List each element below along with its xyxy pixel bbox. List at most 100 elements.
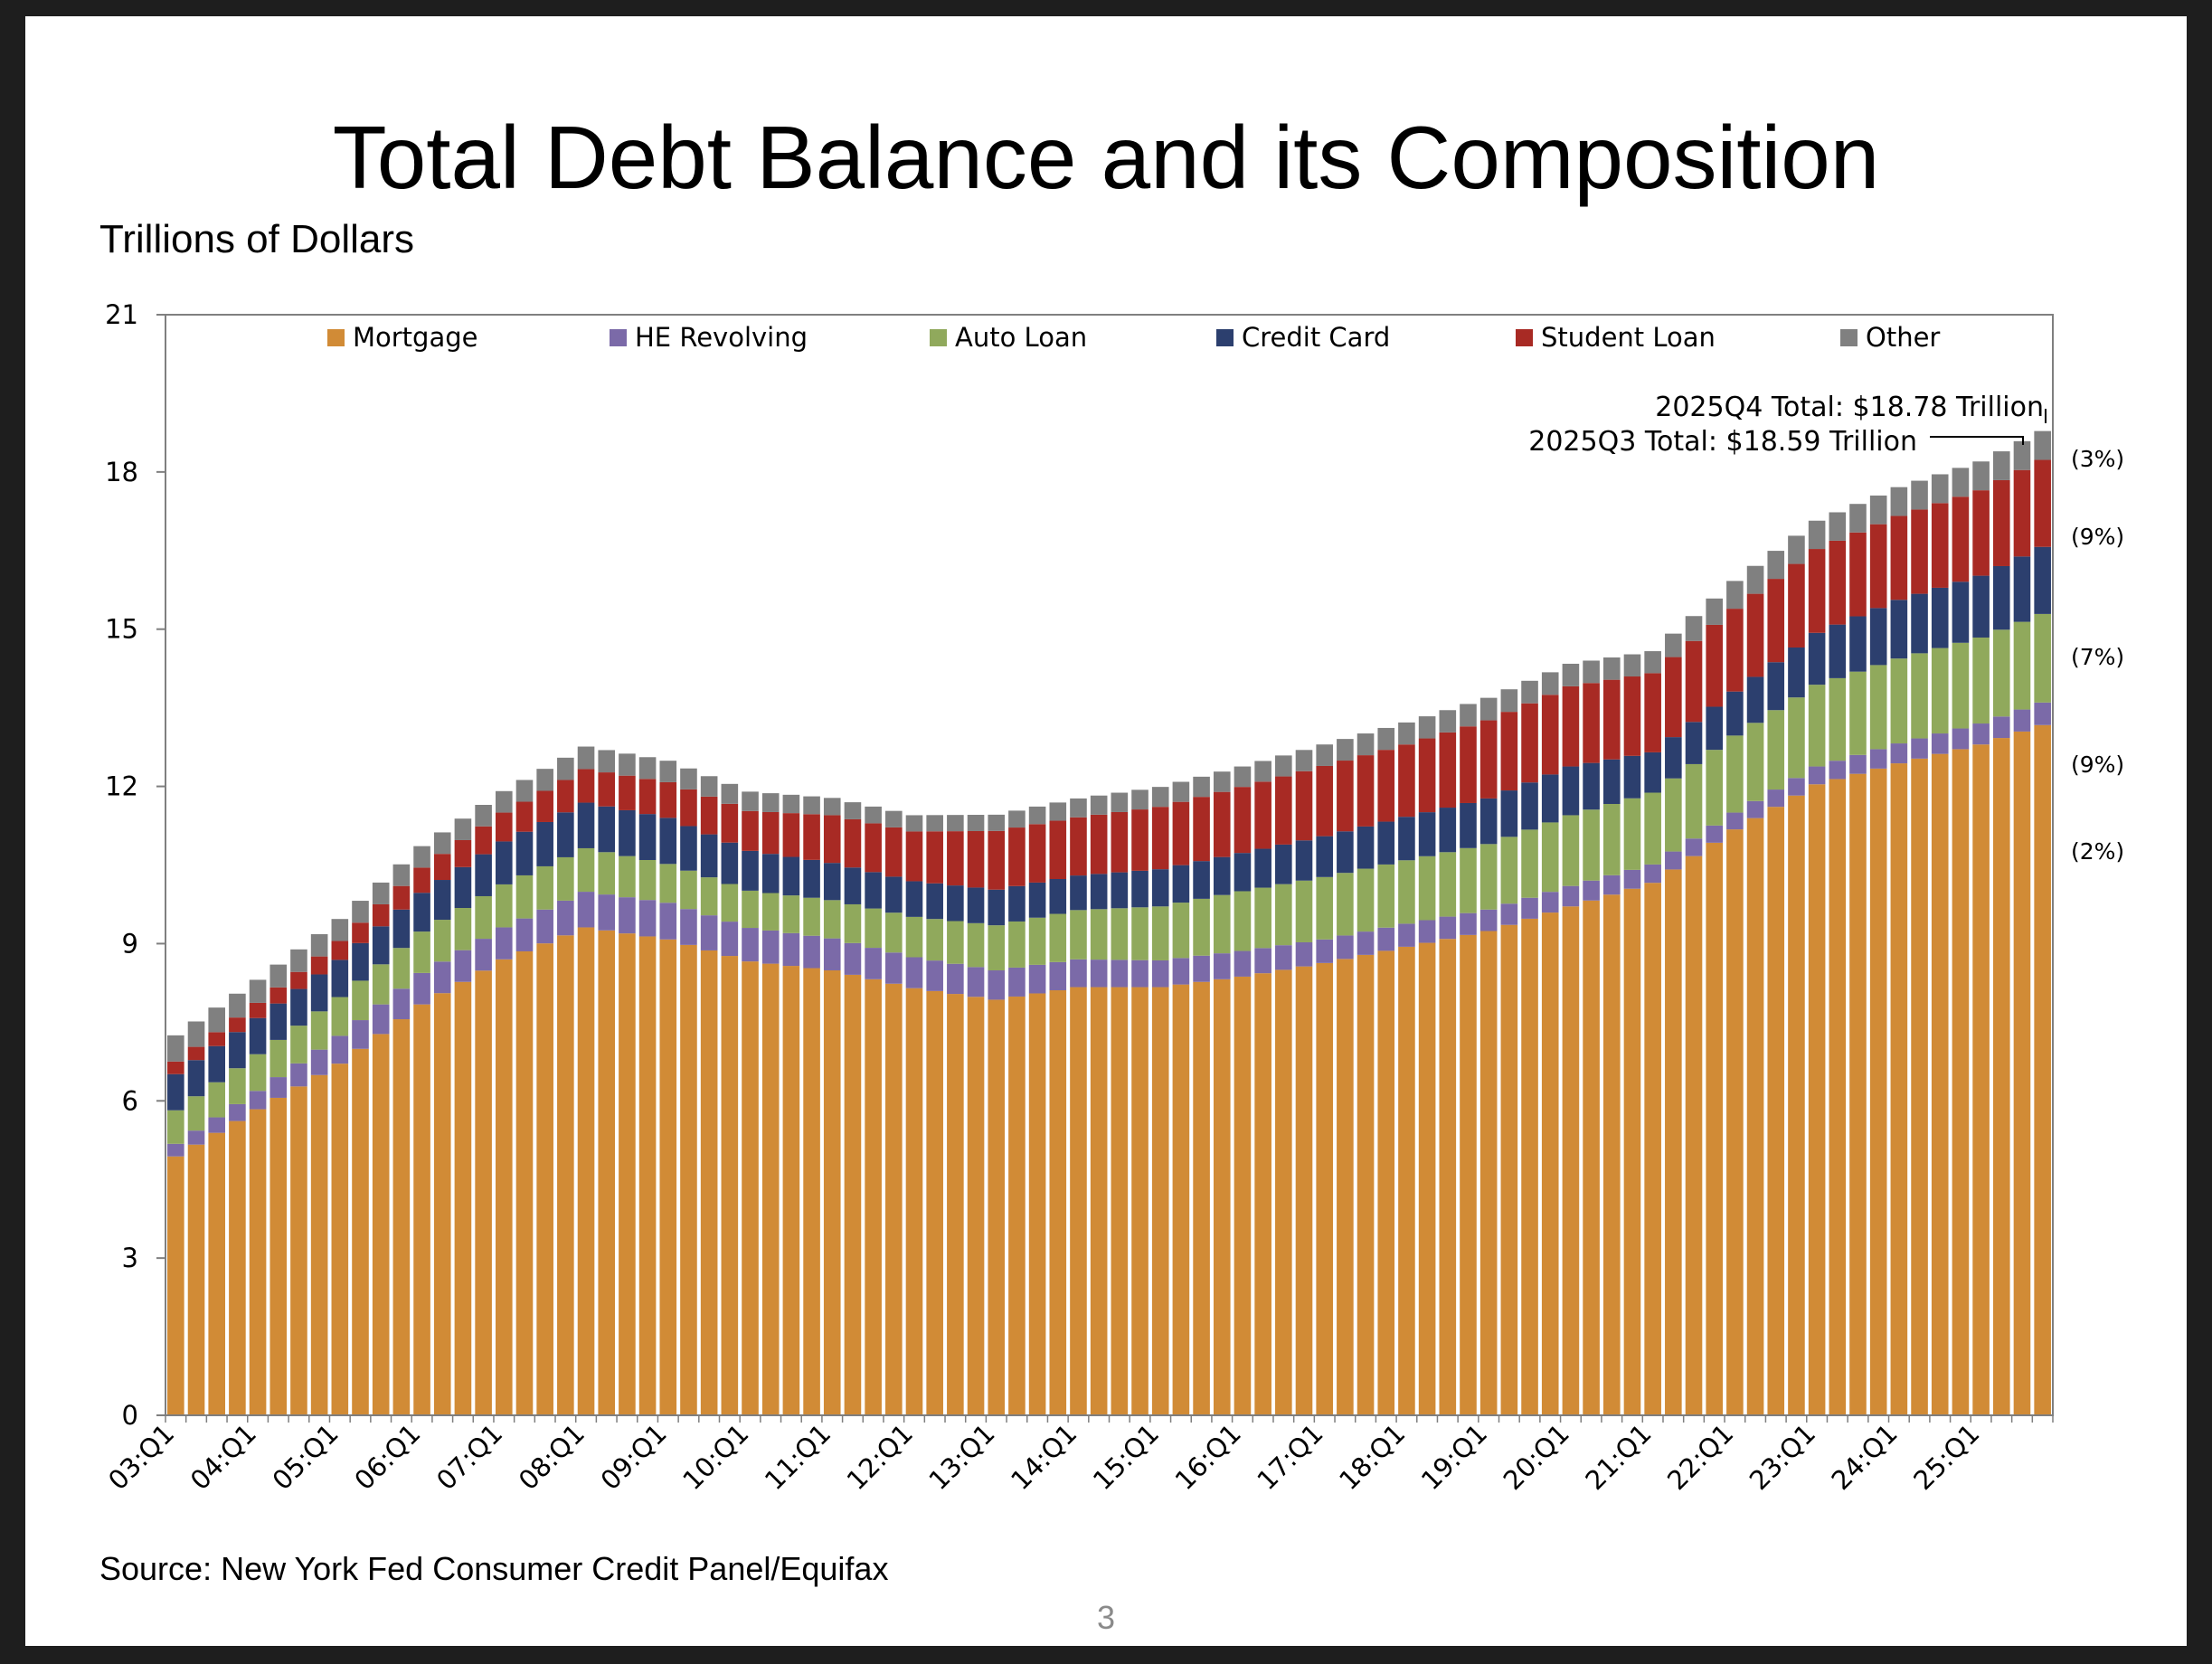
bar-segment-auto-loan-q47: [1131, 907, 1149, 960]
bar-segment-auto-loan-q29: [761, 893, 780, 931]
bar-segment-student-loan-q16: [496, 812, 513, 842]
bar-segment-auto-loan-q41: [1008, 921, 1026, 968]
bar-segment-he-revolving-q66: [1521, 897, 1538, 919]
bar-segment-student-loan-q4: [249, 1002, 267, 1018]
bar-segment-credit-card-q40: [988, 889, 1006, 926]
share-label-credit-card: (7%): [2071, 644, 2124, 670]
q4-total-annotation: 2025Q4 Total: $18.78 Trillion: [1655, 392, 2044, 423]
bar-segment-he-revolving-q9: [352, 1020, 369, 1049]
legend-label-other: Other: [1866, 322, 1940, 353]
bar-segment-other-q52: [1234, 766, 1252, 788]
bar-segment-auto-loan-q34: [865, 908, 882, 949]
bar-segment-student-loan-q2: [208, 1032, 226, 1046]
bar-segment-credit-card-q64: [1479, 798, 1498, 845]
bar-segment-student-loan-q71: [1623, 676, 1641, 756]
legend-swatch-mortgage: [327, 329, 345, 346]
bar-segment-student-loan-q29: [761, 811, 780, 855]
legend-swatch-auto-loan: [930, 329, 947, 346]
bar-segment-auto-loan-q42: [1028, 917, 1046, 965]
bar-segment-credit-card-q67: [1541, 774, 1559, 823]
bar-segment-other-q16: [496, 790, 513, 813]
bar-segment-he-revolving-q45: [1090, 960, 1108, 988]
bar-segment-credit-card-q38: [947, 885, 964, 922]
bar-segment-student-loan-q75: [1706, 624, 1723, 707]
bar-segment-credit-card-q22: [619, 809, 636, 856]
bar-segment-he-revolving-q48: [1151, 960, 1169, 988]
bar-segment-mortgage-q90: [2013, 731, 2031, 1415]
bar-segment-other-q69: [1583, 660, 1600, 684]
bar-segment-credit-card-q25: [680, 826, 697, 871]
bar-segment-credit-card-q46: [1111, 872, 1129, 909]
bar-segment-student-loan-q1: [187, 1046, 205, 1061]
bar-segment-auto-loan-q46: [1111, 908, 1129, 960]
bar-segment-mortgage-q80: [1808, 784, 1826, 1415]
bar-segment-auto-loan-q77: [1746, 723, 1764, 801]
bar-segment-other-q60: [1398, 722, 1415, 745]
bar-segment-credit-card-q37: [926, 883, 943, 920]
bar-segment-he-revolving-q13: [433, 961, 451, 994]
bar-segment-auto-loan-q43: [1049, 913, 1067, 962]
bar-segment-mortgage-q36: [905, 988, 923, 1415]
bar-segment-other-q83: [1869, 495, 1887, 525]
bar-segment-credit-card-q12: [413, 893, 430, 932]
bar-segment-auto-loan-q20: [577, 847, 595, 893]
bar-segment-other-q15: [475, 805, 492, 827]
bar-segment-credit-card-q78: [1767, 662, 1785, 711]
bar-segment-he-revolving-q18: [536, 909, 553, 944]
bar-segment-other-q25: [680, 768, 697, 789]
bar-segment-mortgage-q18: [536, 943, 553, 1415]
bar-segment-he-revolving-q88: [1972, 723, 1990, 745]
bar-segment-he-revolving-q51: [1213, 953, 1231, 979]
bar-segment-credit-card-q20: [577, 802, 595, 848]
legend-label-student-loan: Student Loan: [1541, 322, 1716, 353]
bar-segment-credit-card-q8: [331, 960, 349, 997]
bar-segment-mortgage-q45: [1090, 987, 1108, 1415]
bar-segment-mortgage-q14: [454, 981, 472, 1415]
bar-segment-mortgage-q88: [1972, 744, 1990, 1415]
bar-segment-mortgage-q26: [700, 950, 718, 1415]
bar-segment-other-q33: [844, 802, 862, 819]
bar-segment-mortgage-q68: [1562, 906, 1580, 1415]
bar-segment-mortgage-q31: [803, 968, 820, 1415]
bar-segment-auto-loan-q32: [823, 900, 841, 939]
bar-segment-mortgage-q1: [187, 1144, 205, 1415]
bar-segment-student-loan-q40: [988, 830, 1006, 890]
bar-segment-he-revolving-q90: [2013, 709, 2031, 732]
x-tick-label: 17:Q1: [1251, 1418, 1328, 1496]
bar-segment-auto-loan-q0: [167, 1110, 184, 1144]
bar-segment-auto-loan-q37: [926, 919, 943, 961]
bar-segment-mortgage-q75: [1706, 842, 1723, 1415]
bar-segment-mortgage-q32: [823, 969, 841, 1415]
bar-segment-credit-card-q9: [352, 942, 369, 981]
bar-segment-mortgage-q15: [475, 970, 492, 1415]
bar-segment-credit-card-q41: [1008, 885, 1026, 922]
bar-segment-credit-card-q18: [536, 821, 553, 866]
bar-segment-he-revolving-q10: [372, 1004, 390, 1035]
x-tick-label: 22:Q1: [1661, 1418, 1739, 1496]
bar-segment-other-q57: [1337, 739, 1354, 761]
bar-segment-student-loan-q62: [1439, 732, 1457, 808]
bar-segment-other-q91: [2034, 430, 2051, 460]
bar-segment-mortgage-q42: [1028, 993, 1046, 1415]
bar-segment-student-loan-q14: [454, 839, 472, 867]
bar-segment-he-revolving-q28: [742, 928, 759, 962]
bar-segment-he-revolving-q8: [331, 1035, 349, 1064]
bar-segment-auto-loan-q4: [249, 1054, 267, 1092]
bar-segment-credit-card-q36: [905, 881, 923, 917]
bar-segment-he-revolving-q56: [1316, 939, 1333, 963]
bar-segment-auto-loan-q89: [1992, 629, 2010, 717]
bar-segment-mortgage-q47: [1131, 987, 1149, 1415]
bar-segment-auto-loan-q54: [1275, 884, 1292, 946]
bar-segment-he-revolving-q15: [475, 939, 492, 971]
bar-segment-he-revolving-q49: [1172, 958, 1190, 985]
bar-segment-other-q0: [167, 1035, 184, 1062]
bar-segment-other-q11: [392, 864, 411, 886]
bar-segment-mortgage-q74: [1685, 856, 1703, 1415]
bar-segment-student-loan-q82: [1849, 532, 1867, 617]
share-label-other: (3%): [2071, 446, 2124, 472]
bar-segment-other-q75: [1706, 598, 1723, 625]
bar-segment-auto-loan-q60: [1398, 860, 1415, 924]
bar-segment-other-q56: [1316, 744, 1333, 766]
bar-segment-auto-loan-q84: [1890, 658, 1908, 744]
bar-segment-student-loan-q90: [2013, 469, 2031, 557]
